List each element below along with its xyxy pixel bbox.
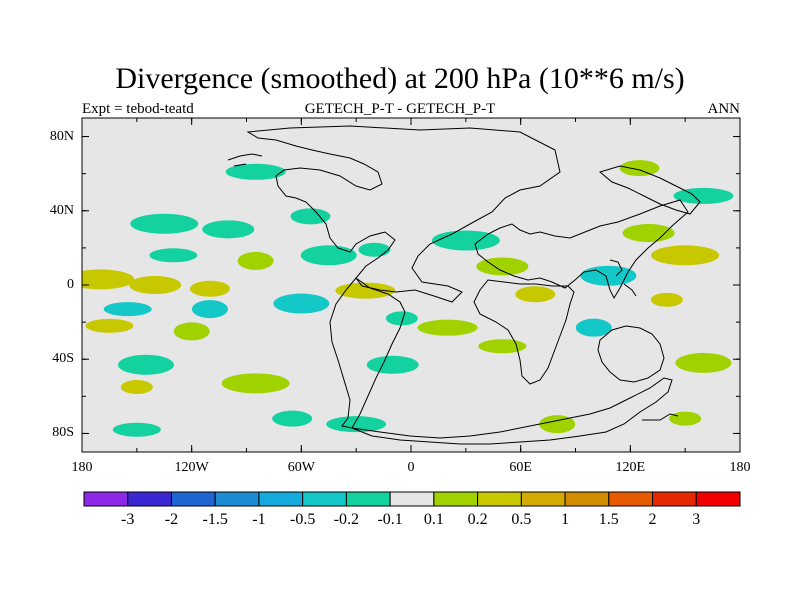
x-tick-label: 60E — [509, 460, 532, 475]
divergence-region — [273, 293, 330, 314]
divergence-region — [120, 380, 153, 395]
divergence-region — [366, 355, 419, 374]
divergence-region — [417, 319, 478, 336]
divergence-region — [189, 280, 230, 297]
y-tick-label: 80N — [49, 128, 74, 144]
divergence-region — [476, 257, 529, 276]
divergence-region — [675, 352, 732, 373]
divergence-region — [290, 208, 331, 225]
y-tick-label: 0 — [67, 277, 74, 292]
colorbar-swatch — [608, 491, 654, 507]
colorbar-swatch — [345, 491, 391, 507]
divergence-region — [358, 242, 391, 257]
divergence-region — [129, 276, 182, 294]
y-tick-label: 40N — [49, 202, 74, 218]
divergence-region — [130, 213, 199, 234]
divergence-region — [202, 220, 255, 239]
divergence-region — [173, 322, 210, 341]
coastlines — [227, 125, 701, 445]
colorbar-swatch — [214, 491, 260, 507]
divergence-region — [191, 300, 228, 319]
divergence-region — [272, 410, 313, 427]
divergence-region — [300, 245, 357, 266]
divergence-region — [225, 163, 286, 180]
colorbar-swatch — [170, 491, 216, 507]
divergence-region — [651, 245, 720, 266]
colorbar-label: -3 — [121, 511, 135, 528]
colorbar-swatch — [389, 491, 435, 507]
season-label: ANN — [707, 101, 741, 117]
x-tick-label: 120W — [174, 460, 209, 475]
colorbar-swatch — [520, 491, 566, 507]
colorbar-swatch — [652, 491, 697, 507]
colorbar-swatch — [83, 491, 129, 507]
x-tick-label: 60W — [287, 460, 315, 475]
colorbar-swatch — [127, 491, 172, 507]
divergence-region — [622, 224, 675, 243]
model-label: GETECH_P-T - GETECH_P-T — [304, 101, 496, 117]
colorbar-label: 0.2 — [467, 511, 488, 528]
coastline-africa — [473, 279, 575, 385]
x-tick-label: 120E — [615, 460, 646, 475]
divergence-region — [149, 248, 198, 263]
colorbar — [83, 491, 741, 507]
colorbar-label: -1 — [252, 511, 266, 528]
colorbar-label: 2 — [648, 511, 657, 528]
plot-title: Divergence (smoothed) at 200 hPa (10**6 … — [115, 62, 685, 95]
divergence-region — [619, 160, 660, 177]
divergence-region — [673, 187, 734, 204]
colorbar-label: 1 — [561, 511, 570, 528]
divergence-region — [575, 318, 612, 337]
colorbar-swatch — [695, 491, 741, 507]
colorbar-swatch — [302, 491, 347, 507]
y-tick-label: 80S — [52, 425, 74, 441]
coastline-islands — [227, 153, 679, 421]
divergence-region — [326, 416, 387, 433]
coastline-australia — [597, 325, 665, 383]
divergence-region — [112, 422, 161, 437]
x-tick-label: 0 — [407, 460, 415, 475]
divergence-region — [237, 251, 274, 270]
colorbar-label: -0.5 — [289, 511, 316, 528]
x-tick-label: 180 — [729, 460, 751, 475]
colorbar-label: 1.5 — [598, 511, 619, 528]
axis-ticks — [81, 118, 741, 452]
divergence-region — [669, 411, 702, 426]
colorbar-label: 0.5 — [511, 511, 532, 528]
colorbar-swatch — [564, 491, 610, 507]
divergence-field — [82, 160, 734, 437]
coastline-antarctica — [351, 377, 673, 445]
coastline-east-siberia — [598, 165, 701, 215]
divergence-region — [335, 282, 396, 299]
divergence-region — [385, 311, 418, 326]
colorbar-label: -0.1 — [377, 511, 403, 528]
colorbar-label: -2 — [164, 511, 179, 528]
divergence-region — [539, 415, 576, 434]
x-tick-label: 180 — [71, 460, 93, 475]
divergence-region — [82, 269, 135, 290]
colorbar-label: 3 — [692, 511, 701, 528]
colorbar-swatch — [258, 491, 304, 507]
divergence-region — [221, 373, 290, 394]
divergence-region — [650, 292, 683, 307]
divergence-region — [103, 302, 152, 317]
colorbar-swatch — [477, 491, 522, 507]
colorbar-swatch — [433, 491, 479, 507]
divergence-region — [515, 286, 556, 303]
divergence-region — [117, 354, 174, 375]
coastline-north-america — [246, 125, 561, 303]
divergence-region — [478, 339, 527, 354]
colorbar-label: -0.2 — [333, 511, 360, 528]
y-tick-label: 40S — [52, 351, 74, 367]
coastline-south-america — [329, 277, 406, 429]
experiment-label: Expt = tebod-teatd — [82, 101, 194, 117]
colorbar-label: 0.1 — [423, 511, 444, 528]
coastline-europe — [474, 199, 689, 300]
divergence-region — [85, 318, 134, 333]
colorbar-label: -1.5 — [202, 511, 228, 528]
